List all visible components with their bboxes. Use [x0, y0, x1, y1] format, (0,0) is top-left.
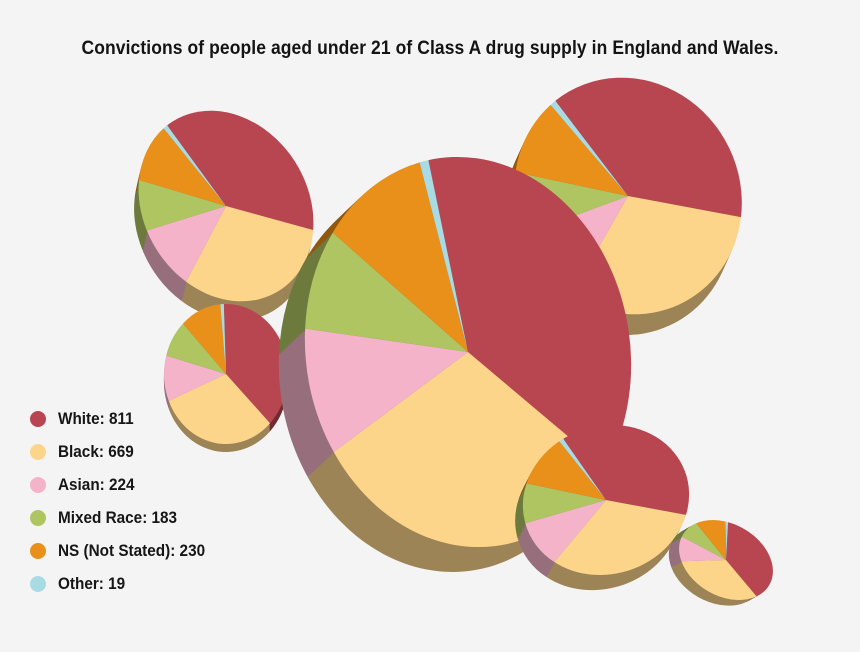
pie-slice-black	[168, 374, 271, 444]
legend-label: Mixed Race183	[58, 508, 177, 528]
pie-5	[515, 424, 690, 591]
pie-slice-other	[725, 521, 729, 560]
pie-slice-ns-not-stated	[332, 162, 468, 352]
legend-series-name: NS (Not Stated)	[58, 540, 171, 560]
pie-slice-mixed-race	[522, 483, 606, 524]
legend-series-name: Black	[58, 441, 99, 461]
pie-slice-other	[419, 160, 468, 352]
legend-label: Other19	[58, 574, 125, 594]
pie-2	[134, 110, 314, 321]
pie-slice-ns-not-stated	[515, 104, 628, 196]
legend-series-value: 669	[99, 442, 134, 461]
legend-label: Black669	[58, 442, 134, 462]
pie-slice-white	[223, 303, 288, 424]
pie-4	[278, 156, 632, 572]
legend-item: Other19	[30, 567, 221, 600]
pie-slice-ns-not-stated	[526, 441, 606, 500]
legend-label: NS (Not Stated)230	[58, 541, 205, 561]
pie-slice-asian	[679, 536, 726, 562]
legend-label: White811	[58, 409, 134, 429]
pie-slice-other	[559, 438, 606, 500]
pie-slice-black	[681, 560, 757, 600]
pie-slice-ns-not-stated	[139, 128, 226, 206]
legend-swatch	[30, 575, 46, 592]
pie-slice-asian	[525, 500, 606, 563]
legend-label: Asian224	[58, 475, 135, 495]
pie-6	[668, 520, 773, 606]
pie-slice-mixed-race	[166, 323, 226, 374]
legend-series-name: Other	[58, 573, 99, 593]
legend-item: Mixed Race183	[30, 501, 221, 534]
pie-slice-white	[555, 77, 742, 218]
legend-swatch	[30, 410, 46, 427]
pie-slice-white	[563, 424, 690, 515]
pie-slice-other	[550, 100, 628, 196]
pie-slice-ns-not-stated	[696, 520, 726, 560]
pie-slice-ns-not-stated	[182, 304, 226, 374]
legend-series-value: 19	[99, 574, 125, 593]
pie-slice-black	[554, 500, 686, 575]
pie-slice-white	[428, 156, 632, 468]
legend-series-value: 183	[142, 508, 177, 527]
legend-item: Asian224	[30, 468, 221, 501]
legend-swatch	[30, 443, 46, 460]
pie-slice-asian	[304, 328, 468, 453]
legend-item: White811	[30, 402, 221, 435]
legend-series-name: White	[58, 408, 100, 428]
legend-swatch	[30, 509, 46, 526]
legend-series-name: Asian	[58, 474, 100, 494]
pie-slice-asian	[146, 206, 226, 282]
legend-item: NS (Not Stated)230	[30, 534, 221, 567]
pie-slice-mixed-race	[138, 179, 226, 231]
legend-series-value: 224	[100, 475, 135, 494]
legend-series-value: 811	[100, 409, 134, 428]
pie-slice-white	[726, 522, 773, 597]
chart-title: Convictions of people aged under 21 of C…	[81, 38, 779, 59]
pie-slice-asian	[164, 355, 226, 401]
pie-slice-black	[186, 206, 314, 302]
legend-item: Black669	[30, 435, 221, 468]
legend-swatch	[30, 542, 46, 559]
pie-3	[164, 303, 288, 452]
pie-slice-white	[167, 110, 314, 230]
pie-slice-other	[163, 125, 226, 206]
legend: White811Black669Asian224Mixed Race183NS …	[30, 402, 221, 600]
pie-slice-mixed-race	[681, 523, 726, 560]
legend-series-name: Mixed Race	[58, 507, 143, 527]
pie-slice-other	[220, 304, 226, 374]
legend-series-value: 230	[170, 541, 205, 560]
legend-swatch	[30, 476, 46, 493]
pie-slice-mixed-race	[305, 232, 468, 352]
